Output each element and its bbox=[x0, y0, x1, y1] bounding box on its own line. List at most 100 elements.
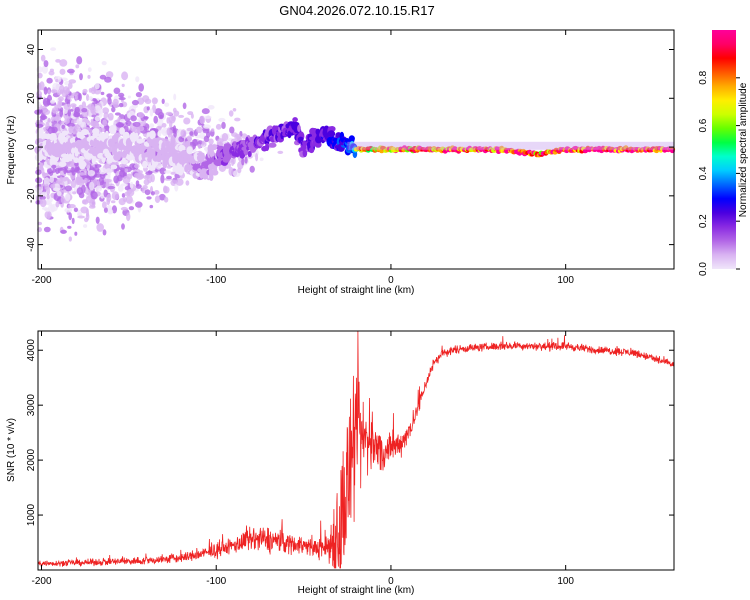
spectrum-ridge-blob bbox=[142, 160, 148, 169]
spectrum-noise-blob bbox=[67, 225, 72, 229]
spectrum-noise-blob bbox=[100, 91, 105, 96]
spectrum-noise-blob bbox=[42, 97, 51, 107]
spectrum-noise-blob bbox=[172, 107, 177, 113]
spectrum-noise-blob bbox=[67, 108, 71, 117]
spectrogram-marks bbox=[34, 47, 676, 242]
spectrum-noise-blob bbox=[178, 114, 185, 118]
spectrum-noise-blob bbox=[185, 180, 190, 186]
spectrum-noise-blob bbox=[102, 119, 108, 127]
spectrum-ridge-blob bbox=[38, 127, 44, 136]
spectrum-noise-blob bbox=[228, 166, 234, 176]
spectrum-noise-blob bbox=[74, 94, 78, 100]
spectrum-noise-blob bbox=[35, 177, 43, 184]
spectrum-noise-blob bbox=[40, 191, 48, 197]
spectrum-ridge-blob bbox=[92, 128, 100, 135]
spectrum-ridge-blob bbox=[297, 136, 304, 142]
spectrum-noise-blob bbox=[39, 81, 45, 91]
spectrum-noise-blob bbox=[144, 98, 152, 105]
spectrum-ridge-blob bbox=[81, 129, 89, 136]
spectrum-noise-blob bbox=[52, 187, 61, 192]
spectrum-noise-blob bbox=[60, 229, 67, 234]
spectrum-noise-blob bbox=[119, 170, 126, 177]
spectrum-noise-blob bbox=[229, 126, 235, 134]
spectrum-noise-blob bbox=[135, 184, 142, 189]
spectrum-noise-blob bbox=[98, 177, 105, 186]
spectrum-noise-blob bbox=[149, 204, 154, 209]
spectrum-noise-blob bbox=[78, 172, 86, 176]
spectrum-noise-blob bbox=[158, 112, 165, 120]
spectrum-noise-blob bbox=[39, 198, 47, 208]
spectrum-noise-blob bbox=[160, 174, 165, 184]
spectrum-noise-blob bbox=[201, 140, 205, 146]
colorbar-tick-label: 0.8 bbox=[698, 70, 709, 84]
spectrum-noise-blob bbox=[70, 180, 77, 188]
spectrum-noise-blob bbox=[81, 101, 87, 110]
snr-panel: -200 -100 0 100 1000 2000 3000 4000 Height of s… bbox=[6, 330, 675, 596]
spectrum-noise-blob bbox=[102, 107, 110, 114]
spectrum-noise-blob bbox=[170, 171, 176, 175]
spectrum-noise-blob bbox=[173, 130, 177, 138]
spectrum-noise-blob bbox=[166, 117, 170, 124]
spectrum-noise-blob bbox=[149, 108, 154, 117]
spectrum-ridge-blob bbox=[292, 117, 298, 123]
spectrum-noise-blob bbox=[134, 172, 142, 179]
spectrum-noise-blob bbox=[67, 68, 75, 74]
spectrum-noise-blob bbox=[106, 93, 113, 98]
spectrum-noise-blob bbox=[132, 121, 141, 127]
spectrum-noise-blob bbox=[59, 59, 68, 67]
spectrum-noise-blob bbox=[70, 167, 75, 173]
spectrum-noise-blob bbox=[74, 231, 78, 236]
spectrum-noise-blob bbox=[237, 167, 242, 174]
spectrum-noise-blob bbox=[41, 65, 49, 74]
colorbar-tick-label: 0.0 bbox=[698, 262, 709, 276]
spectrum-noise-blob bbox=[74, 162, 79, 167]
spectrum-noise-blob bbox=[90, 105, 96, 115]
spectrum-noise-blob bbox=[42, 172, 48, 177]
spectrum-noise-blob bbox=[152, 104, 157, 114]
spectrum-noise-blob bbox=[228, 110, 234, 117]
spectrum-noise-blob bbox=[44, 211, 52, 219]
spectrum-ridge-blob bbox=[61, 130, 69, 136]
spectrum-ridge-blob bbox=[136, 138, 145, 144]
spectrum-ridge-blob bbox=[170, 135, 176, 145]
snr-y-tick-label: 3000 bbox=[26, 394, 37, 417]
spectrum-noise-blob bbox=[61, 124, 65, 129]
spectrum-noise-blob bbox=[166, 127, 171, 136]
spectrum-noise-blob bbox=[60, 177, 68, 182]
spectrogram-y-tick-label: 0 bbox=[26, 144, 37, 150]
spectrum-noise-blob bbox=[146, 106, 150, 111]
spectrum-ridge-blob bbox=[268, 142, 277, 148]
spectrum-noise-blob bbox=[99, 167, 107, 175]
spectrum-ridge-blob bbox=[202, 173, 209, 180]
spectrum-noise-blob bbox=[66, 122, 75, 128]
snr-frame bbox=[37, 330, 675, 571]
spectrum-noise-blob bbox=[165, 111, 173, 116]
spectrum-noise-blob bbox=[49, 68, 55, 73]
spectrum-ridge-blob bbox=[247, 150, 252, 158]
spectrum-noise-blob bbox=[234, 117, 241, 122]
spectrum-noise-blob bbox=[68, 125, 74, 133]
spectrum-noise-blob bbox=[66, 179, 72, 185]
spectrogram-y-tick-label: -40 bbox=[26, 237, 37, 252]
spectrogram-x-tick-label: -200 bbox=[31, 275, 51, 286]
spectrum-noise-blob bbox=[83, 177, 88, 184]
spectrum-noise-blob bbox=[86, 94, 90, 101]
spectrum-noise-blob bbox=[215, 123, 222, 130]
colorbar-tick-label: 0.4 bbox=[698, 166, 709, 180]
spectrum-noise-blob bbox=[87, 170, 95, 177]
snr-x-tick-label: -100 bbox=[206, 576, 226, 587]
spectrum-noise-blob bbox=[180, 129, 187, 139]
colorbar-ticks: 0.0 0.2 0.4 0.6 0.8 bbox=[698, 70, 740, 276]
spectrum-ridge-blob bbox=[297, 124, 301, 132]
spectrum-noise-blob bbox=[68, 79, 77, 84]
spectrum-ridge-blob bbox=[108, 124, 117, 135]
spectrum-noise-blob bbox=[67, 96, 71, 100]
spectrum-noise-blob bbox=[76, 170, 80, 174]
spectrum-noise-blob bbox=[173, 93, 177, 101]
spectrum-noise-blob bbox=[35, 123, 44, 128]
snr-x-tick-label: -200 bbox=[31, 576, 51, 587]
spectrum-noise-blob bbox=[125, 120, 132, 127]
spectrum-noise-blob bbox=[103, 189, 108, 198]
spectrum-noise-blob bbox=[36, 90, 43, 97]
